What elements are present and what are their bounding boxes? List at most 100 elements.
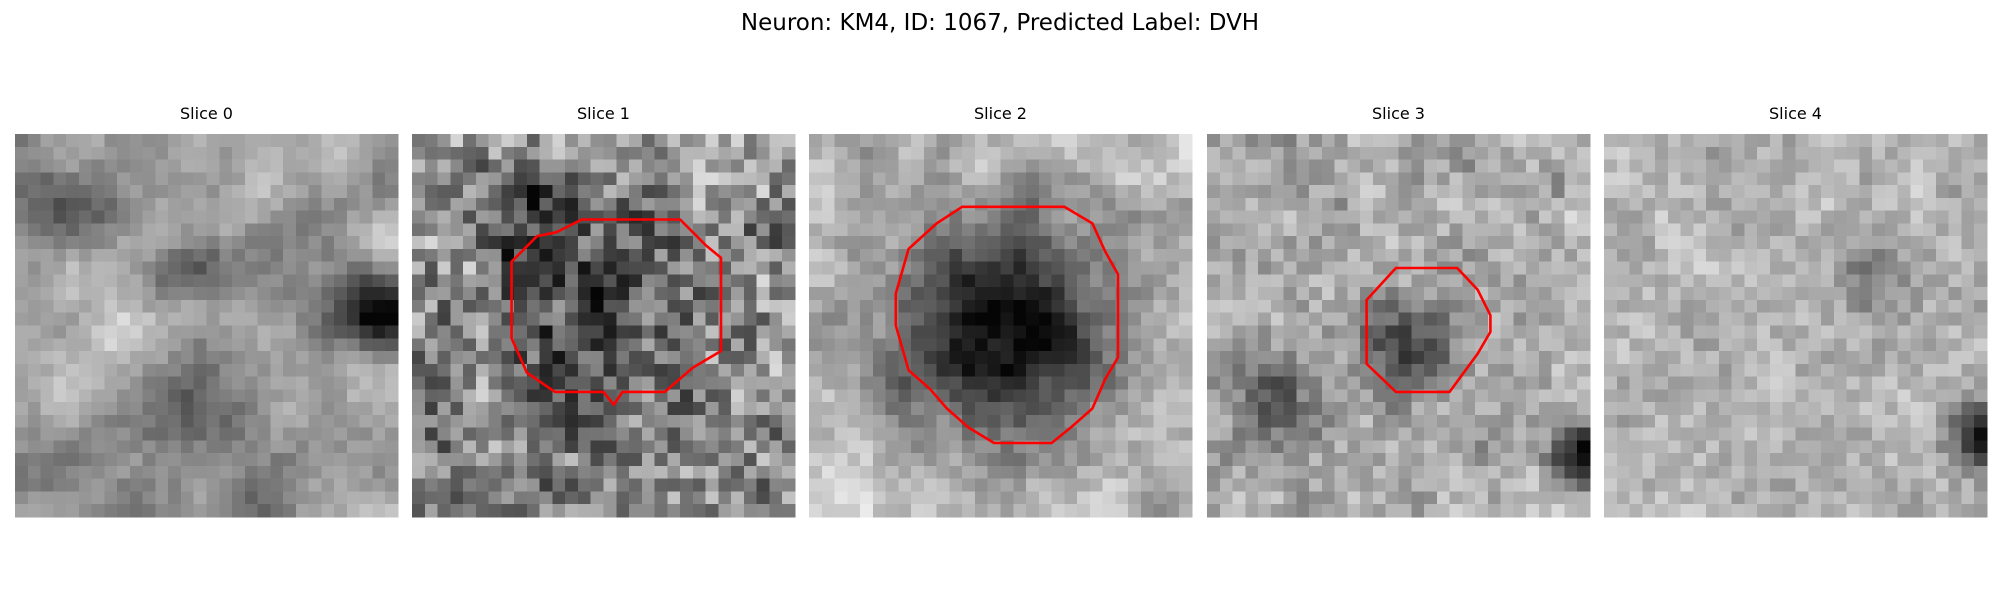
pixel: [756, 491, 771, 505]
pixel: [962, 159, 976, 173]
pixel: [1974, 351, 1988, 365]
pixel: [1321, 312, 1336, 327]
pixel: [1166, 376, 1180, 390]
pixel: [743, 478, 758, 493]
pixel: [1038, 478, 1053, 493]
pixel: [872, 465, 887, 480]
pixel: [1334, 504, 1349, 518]
pixel: [1487, 261, 1502, 276]
pixel: [1655, 172, 1669, 186]
pixel: [898, 376, 912, 390]
pixel: [641, 504, 656, 518]
pixel: [1693, 236, 1707, 250]
pixel: [731, 223, 745, 237]
pixel: [1051, 159, 1065, 173]
pixel: [372, 338, 386, 352]
pixel: [437, 402, 451, 416]
pixel: [1026, 248, 1040, 263]
pixel: [616, 185, 630, 199]
pixel: [1385, 453, 1400, 467]
pixel: [1859, 363, 1873, 378]
pixel: [782, 325, 796, 339]
pixel: [424, 210, 439, 224]
contour: [510, 218, 723, 407]
pixel: [539, 134, 554, 148]
pixel: [1038, 185, 1053, 199]
pixel: [1296, 134, 1310, 148]
pixel: [1334, 389, 1349, 403]
pixel: [463, 172, 477, 186]
pixel: [1179, 351, 1193, 365]
pixel: [1961, 172, 1975, 186]
pixel: [641, 491, 656, 505]
pixel: [1667, 210, 1682, 224]
pixel: [1859, 427, 1873, 441]
pixel: [334, 491, 348, 505]
pixel: [1757, 478, 1771, 493]
pixel: [385, 402, 399, 416]
pixel: [1526, 172, 1540, 186]
pixel: [53, 414, 67, 429]
pixel: [936, 325, 951, 339]
pixel: [1655, 465, 1669, 480]
pixel: [1948, 197, 1963, 212]
pixel: [295, 478, 310, 493]
pixel: [1808, 427, 1822, 441]
pixel: [270, 134, 284, 148]
pixel: [372, 402, 386, 416]
pixel: [232, 146, 246, 161]
pixel: [1436, 287, 1451, 301]
pixel: [552, 325, 566, 339]
pixel: [1577, 504, 1591, 518]
pixel: [565, 363, 579, 378]
pixel: [1487, 504, 1502, 518]
pixel: [514, 159, 528, 173]
pixel: [1526, 465, 1540, 480]
pixel: [1283, 236, 1297, 250]
pixel: [372, 351, 386, 365]
pixel: [295, 491, 310, 505]
pixel: [91, 414, 105, 429]
pixel: [692, 465, 707, 480]
pixel: [1923, 325, 1937, 339]
pixel: [731, 402, 745, 416]
pixel: [1128, 287, 1142, 301]
pixel: [603, 299, 617, 314]
pixel: [385, 159, 399, 173]
pixel: [308, 274, 322, 288]
pixel: [1245, 185, 1259, 199]
pixel: [1718, 389, 1733, 403]
pixel: [1859, 414, 1873, 429]
pixel: [1910, 402, 1924, 416]
pixel: [117, 465, 131, 480]
pixel: [1693, 414, 1707, 429]
pixel: [180, 134, 195, 148]
pixel: [705, 236, 719, 250]
pixel: [1000, 491, 1014, 505]
pixel: [463, 236, 477, 250]
pixel: [1207, 146, 1221, 161]
pixel: [809, 223, 823, 237]
pixel: [1487, 427, 1502, 441]
pixel: [769, 389, 783, 403]
pixel: [257, 172, 271, 186]
pixel: [847, 287, 861, 301]
pixel: [885, 414, 899, 429]
pixel: [1270, 146, 1285, 161]
pixel: [1706, 389, 1720, 403]
pixel: [78, 478, 93, 493]
contour: [894, 205, 1120, 445]
pixel: [1935, 402, 1950, 416]
pixel: [1360, 427, 1374, 441]
pixel: [104, 478, 118, 493]
pixel: [219, 274, 233, 288]
pixel: [1706, 414, 1720, 429]
pixel: [1910, 453, 1924, 467]
pixel: [526, 299, 541, 314]
pixel: [1334, 427, 1349, 441]
pixel: [1270, 338, 1285, 352]
pixel: [488, 465, 502, 480]
pixel: [936, 363, 951, 378]
pixel: [667, 236, 681, 250]
